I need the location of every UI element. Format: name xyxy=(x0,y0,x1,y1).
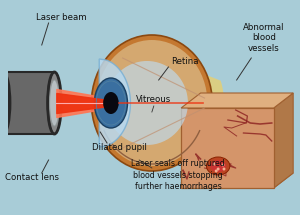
Text: Contact lens: Contact lens xyxy=(5,174,59,183)
Polygon shape xyxy=(181,93,293,108)
Polygon shape xyxy=(206,75,224,131)
Ellipse shape xyxy=(103,92,119,114)
Ellipse shape xyxy=(106,61,188,145)
Ellipse shape xyxy=(206,157,230,175)
Ellipse shape xyxy=(48,72,61,134)
Circle shape xyxy=(221,163,224,166)
Polygon shape xyxy=(181,173,293,188)
Ellipse shape xyxy=(0,72,11,134)
Text: Dilated pupil: Dilated pupil xyxy=(92,143,147,152)
Text: Retina: Retina xyxy=(171,57,199,66)
Text: Laser beam: Laser beam xyxy=(36,14,86,23)
Circle shape xyxy=(223,167,225,170)
Circle shape xyxy=(213,163,216,166)
Circle shape xyxy=(217,167,220,170)
Ellipse shape xyxy=(92,35,212,171)
Text: Abnormal
blood
vessels: Abnormal blood vessels xyxy=(243,23,285,53)
Polygon shape xyxy=(99,59,130,147)
Ellipse shape xyxy=(96,40,207,166)
Ellipse shape xyxy=(94,78,128,128)
Text: Laser seals off ruptured
blood vessels stopping
further haemorrhages: Laser seals off ruptured blood vessels s… xyxy=(131,159,225,191)
Polygon shape xyxy=(274,93,293,188)
Text: Vitreous: Vitreous xyxy=(136,95,171,104)
Circle shape xyxy=(215,169,217,172)
FancyBboxPatch shape xyxy=(4,72,54,134)
Polygon shape xyxy=(181,108,274,188)
Ellipse shape xyxy=(210,160,226,172)
Ellipse shape xyxy=(50,80,59,126)
